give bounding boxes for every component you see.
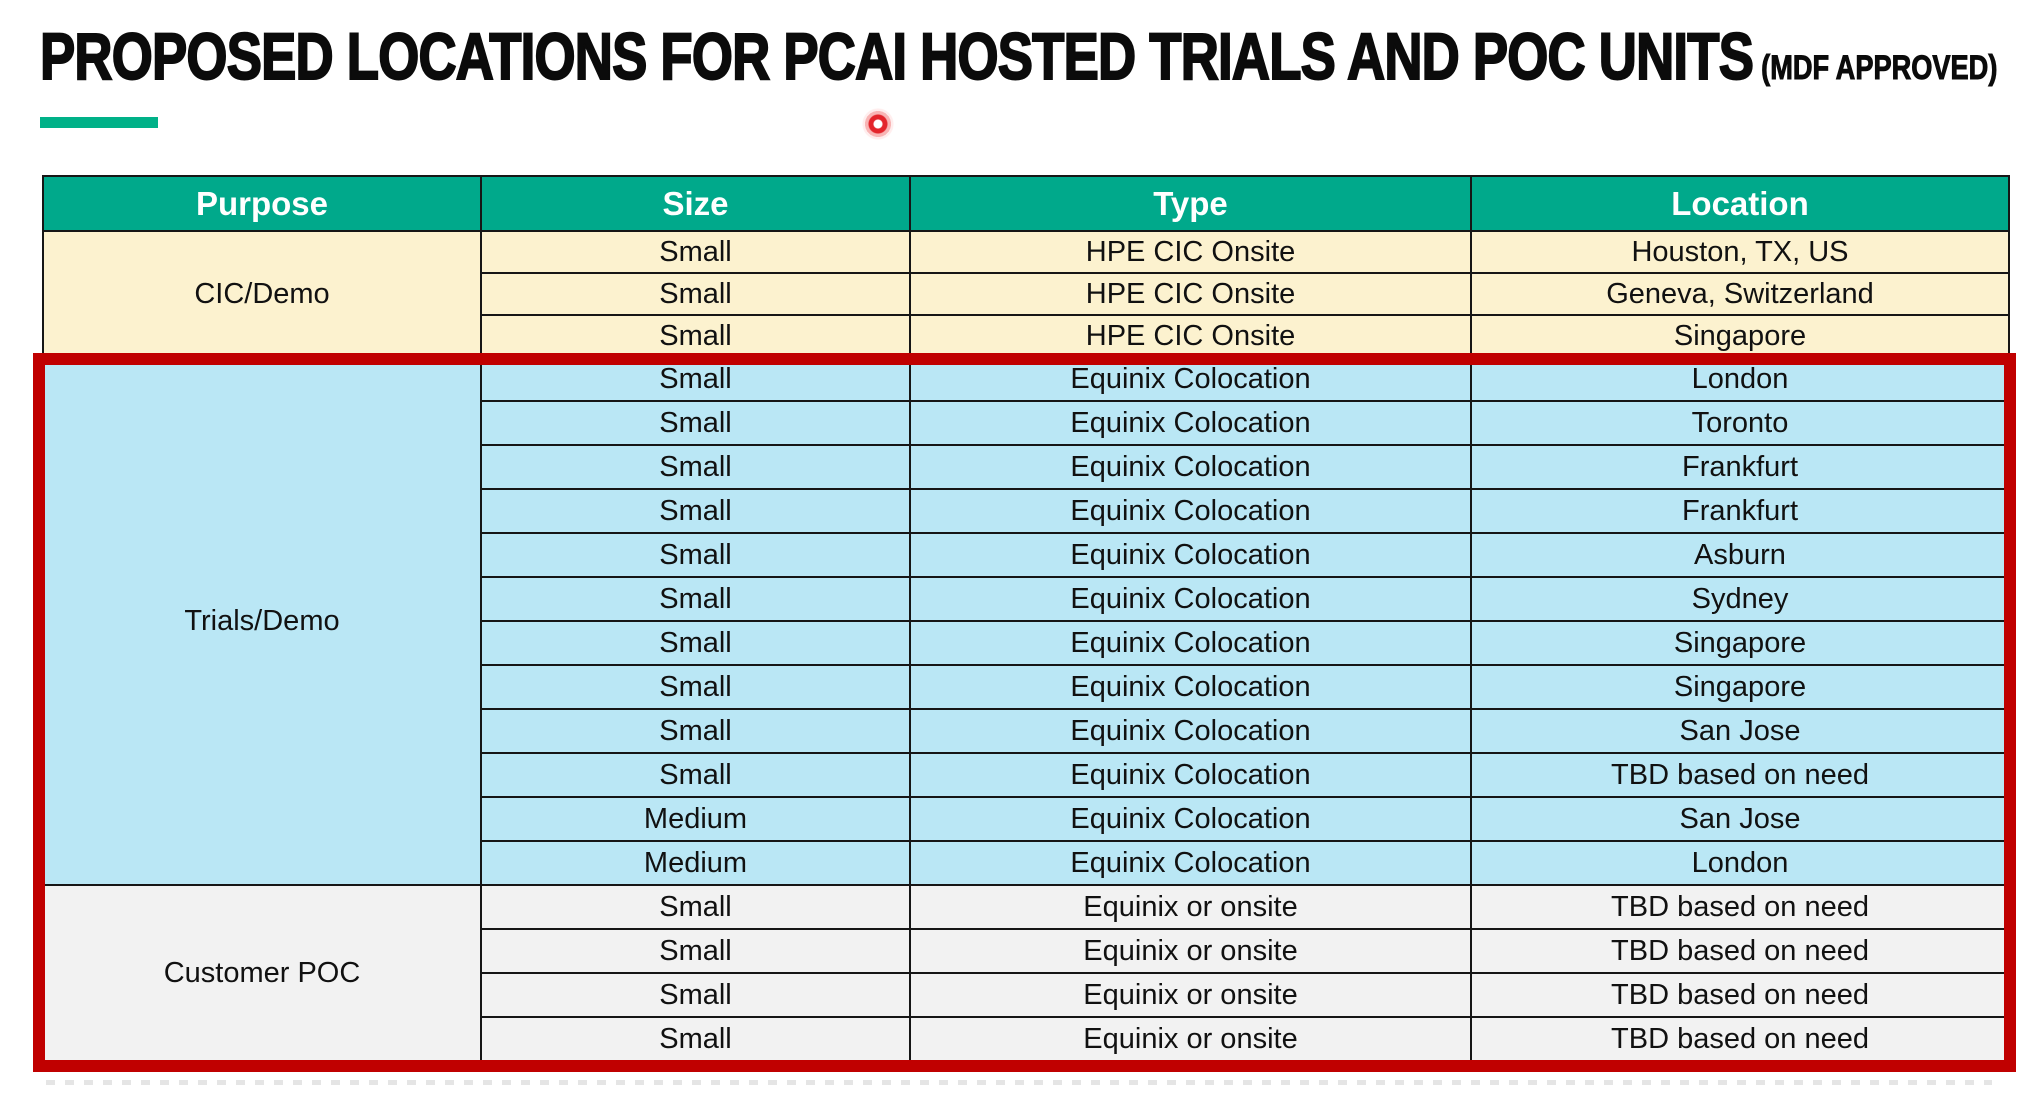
table-cell: Small: [480, 272, 911, 316]
locations-table-container: Purpose Size Type Location CIC/Demo Small HPE…: [42, 175, 2010, 1062]
laser-pointer-dot: [861, 107, 895, 141]
table-cell: Frankfurt: [1470, 444, 2010, 490]
table-cell: Equinix Colocation: [909, 752, 1472, 798]
table-row: Small HPE CIC Onsite Singapore: [43, 314, 2010, 358]
table-cell: Singapore: [1470, 314, 2010, 358]
page-title-suffix: (MDF APPROVED): [1761, 49, 1998, 87]
table-cell: Frankfurt: [1470, 488, 2010, 534]
table-cell: San Jose: [1470, 708, 2010, 754]
column-header: Size: [480, 175, 911, 232]
table-cell: Small: [480, 708, 911, 754]
table-cell: Small: [480, 664, 911, 710]
table-cell: Small: [480, 884, 911, 930]
table-row: Small Equinix Colocation San Jose: [43, 708, 2010, 754]
table-row: Small Equinix Colocation Frankfurt: [43, 444, 2010, 490]
table-row: Small Equinix Colocation TBD based on need: [43, 752, 2010, 798]
table-cell: HPE CIC Onsite: [909, 314, 1472, 358]
column-header: Type: [909, 175, 1472, 232]
table-cell: Equinix Colocation: [909, 356, 1472, 402]
table-cell: San Jose: [1470, 796, 2010, 842]
table-row: CIC/Demo Small HPE CIC Onsite Houston, TX, …: [42, 230, 2010, 358]
table-cell: Equinix or onsite: [909, 972, 1472, 1018]
purpose-cell: CIC/Demo: [42, 230, 482, 358]
table-cell: Geneva, Switzerland: [1470, 272, 2010, 316]
table-cell: London: [1470, 840, 2010, 886]
table-cell: Medium: [480, 796, 911, 842]
table-row: Trials/Demo Small Equinix Colocation London: [42, 356, 2010, 886]
table-cell: Equinix Colocation: [909, 444, 1472, 490]
table-row: Medium Equinix Colocation London: [43, 840, 2010, 886]
table-body: CIC/Demo Small HPE CIC Onsite Houston, TX, …: [42, 230, 2010, 1062]
table-cell: Small: [480, 972, 911, 1018]
table-cell: Equinix Colocation: [909, 708, 1472, 754]
table-row: Small Equinix Colocation Toronto: [43, 400, 2010, 446]
table-cell: HPE CIC Onsite: [909, 272, 1472, 316]
column-header: Location: [1470, 175, 2010, 232]
table-row: Small Equinix Colocation Sydney: [43, 576, 2010, 622]
table-cell: Small: [480, 928, 911, 974]
table-cell: Small: [480, 444, 911, 490]
table-cell: London: [1470, 356, 2010, 402]
table-cell: Toronto: [1470, 400, 2010, 446]
table-cell: TBD based on need: [1470, 1016, 2010, 1062]
column-header: Purpose: [42, 175, 482, 232]
table-cell: Singapore: [1470, 620, 2010, 666]
header-row: Purpose Size Type Location: [42, 175, 2010, 232]
table-cell: Asburn: [1470, 532, 2010, 578]
table-cell: Sydney: [1470, 576, 2010, 622]
table-cell: Small: [480, 620, 911, 666]
table-cell: Small: [480, 356, 911, 402]
table-row: Small Equinix Colocation Frankfurt: [43, 488, 2010, 534]
table-cell: Small: [480, 400, 911, 446]
table-cell: Small: [480, 532, 911, 578]
page-title-main: PROPOSED LOCATIONS FOR PCAI HOSTED TRIAL…: [39, 19, 1755, 93]
table-row: Small Equinix Colocation Singapore: [43, 664, 2010, 710]
table-cell: TBD based on need: [1470, 752, 2010, 798]
table-header-row: Purpose Size Type Location: [42, 175, 2010, 232]
table-cell: Small: [480, 488, 911, 534]
table-cell: Houston, TX, US: [1470, 230, 2010, 274]
locations-table: Purpose Size Type Location CIC/Demo Small HPE…: [42, 175, 2010, 1062]
table-cell: Small: [480, 230, 911, 274]
table-cell: Singapore: [1470, 664, 2010, 710]
purpose-cell: Trials/Demo: [42, 356, 482, 886]
table-cell: Small: [480, 576, 911, 622]
table-cell: Equinix Colocation: [909, 400, 1472, 446]
table-cell: Equinix or onsite: [909, 928, 1472, 974]
table-cell: Equinix or onsite: [909, 1016, 1472, 1062]
dashed-guide-line: [46, 1080, 1992, 1085]
page-title: PROPOSED LOCATIONS FOR PCAI HOSTED TRIAL…: [39, 19, 1998, 93]
table-cell: TBD based on need: [1470, 972, 2010, 1018]
table-cell: Equinix Colocation: [909, 796, 1472, 842]
table-cell: HPE CIC Onsite: [909, 230, 1472, 274]
table-row: Small Equinix Colocation Asburn: [43, 532, 2010, 578]
table-cell: Equinix Colocation: [909, 620, 1472, 666]
table-cell: Small: [480, 1016, 911, 1062]
table-cell: Equinix Colocation: [909, 664, 1472, 710]
table-cell: Medium: [480, 840, 911, 886]
table-row: Small Equinix Colocation Singapore: [43, 620, 2010, 666]
title-accent-bar: [40, 117, 158, 128]
table-row: Small HPE CIC Onsite Geneva, Switzerland: [43, 272, 2010, 316]
purpose-cell: Customer POC: [42, 884, 482, 1062]
table-cell: Equinix or onsite: [909, 884, 1472, 930]
table-cell: Equinix Colocation: [909, 576, 1472, 622]
table-cell: Equinix Colocation: [909, 532, 1472, 578]
table-cell: TBD based on need: [1470, 884, 2010, 930]
table-cell: Equinix Colocation: [909, 840, 1472, 886]
table-row: Customer POC Small Equinix or onsite TBD ba…: [42, 884, 2010, 1062]
table-row: Small Equinix or onsite TBD based on need: [43, 928, 2010, 974]
table-cell: Small: [480, 314, 911, 358]
table-cell: TBD based on need: [1470, 928, 2010, 974]
table-row: Small Equinix or onsite TBD based on need: [43, 972, 2010, 1018]
table-row: Medium Equinix Colocation San Jose: [43, 796, 2010, 842]
table-cell: Equinix Colocation: [909, 488, 1472, 534]
table-cell: Small: [480, 752, 911, 798]
